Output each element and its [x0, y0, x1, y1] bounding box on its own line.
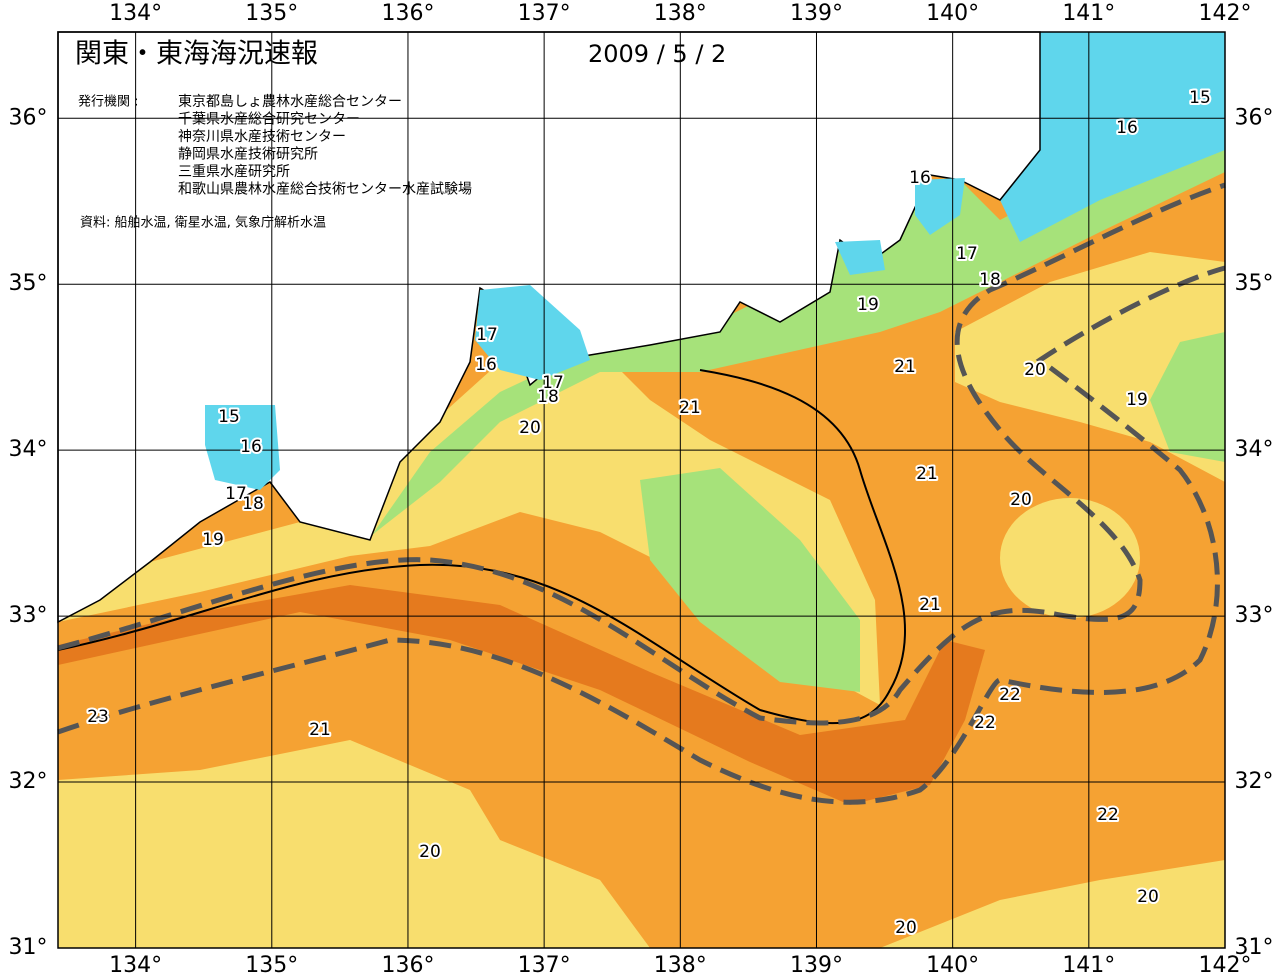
issuer: 神奈川県水産技術センター	[178, 129, 346, 145]
contour-label: 22	[999, 685, 1021, 705]
issuer: 静岡県水産技術研究所	[178, 147, 318, 163]
lat-label: 32°	[9, 769, 48, 794]
contour-label: 17	[225, 484, 247, 504]
lon-label: 142°	[1199, 953, 1252, 978]
contour-label: 22	[1097, 805, 1119, 825]
contour-label: 20	[1024, 360, 1046, 380]
source: 資料: 船舶水温, 衛星水温, 気象庁解析水温	[80, 215, 326, 231]
contour-label: 15	[218, 407, 240, 427]
lon-label: 135°	[245, 1, 298, 26]
contour-label: 16	[240, 437, 262, 457]
lon-label: 142°	[1199, 1, 1252, 26]
bay	[835, 240, 885, 275]
contour-label: 16	[475, 355, 497, 375]
issuer-label: 発行機関 :	[78, 95, 139, 110]
lat-label: 33°	[9, 603, 48, 628]
cool-eddy	[1000, 498, 1140, 618]
lon-label: 134°	[109, 953, 162, 978]
lon-label: 137°	[518, 953, 571, 978]
lat-label: 31°	[9, 935, 48, 960]
lon-label: 138°	[654, 953, 707, 978]
issuer: 和歌山県農林水産総合技術センター水産試験場	[178, 182, 472, 198]
lon-label: 139°	[790, 1, 843, 26]
contour-label: 18	[979, 270, 1001, 290]
cold-water	[1000, 32, 1225, 242]
lat-label: 34°	[9, 437, 48, 462]
cold-water	[640, 468, 860, 692]
contour-label: 21	[894, 357, 916, 377]
cool-water	[58, 350, 880, 705]
cool-water	[955, 252, 1225, 482]
lon-label: 141°	[1062, 953, 1115, 978]
contour-label: 17	[476, 325, 498, 345]
isotherm	[57, 369, 906, 725]
legend-box	[60, 34, 600, 234]
contour-label: 21	[916, 464, 938, 484]
contour-label: 16	[1116, 118, 1138, 138]
contour-label: 19	[1126, 390, 1148, 410]
contour-label: 19	[857, 295, 879, 315]
contour-label: 21	[679, 398, 701, 418]
lon-label: 140°	[926, 953, 979, 978]
contour-label: 20	[1010, 490, 1032, 510]
lat-label: 35°	[9, 271, 48, 296]
lat-label: 35°	[1235, 271, 1274, 296]
lat-label: 34°	[1235, 437, 1274, 462]
contour-label: 20	[419, 842, 441, 862]
kuroshio-path	[57, 265, 1226, 805]
lat-label: 31°	[1235, 935, 1274, 960]
contour-label: 19	[202, 530, 224, 550]
date: 2009 / 5 / 2	[588, 40, 726, 68]
contour-label: 15	[1189, 88, 1211, 108]
kuroshio-core	[58, 585, 985, 805]
contour-label: 20	[895, 918, 917, 938]
lat-label: 36°	[1235, 105, 1274, 130]
contour-label: 18	[242, 494, 264, 514]
contour-label: 21	[919, 595, 941, 615]
issuer: 東京都島しょ農林水産総合センター	[178, 94, 402, 110]
bay	[205, 405, 280, 490]
cold-water	[1150, 332, 1225, 462]
lat-label: 33°	[1235, 603, 1274, 628]
cool-water	[880, 860, 1225, 948]
coastal-water	[372, 150, 1225, 535]
lon-label: 134°	[109, 1, 162, 26]
contour-label: 20	[1137, 887, 1159, 907]
map-area	[57, 31, 1226, 948]
lat-label: 36°	[9, 105, 48, 130]
lon-label: 137°	[518, 1, 571, 26]
lon-label: 140°	[926, 1, 979, 26]
kuroshio-axis	[57, 182, 1226, 726]
lon-label: 138°	[654, 1, 707, 26]
cool-water	[58, 740, 650, 948]
contour-label: 16	[909, 168, 931, 188]
contour-label: 21	[309, 720, 331, 740]
contour-label: 17	[542, 373, 564, 393]
issuer: 三重県水産研究所	[178, 164, 290, 180]
contour-label: 20	[519, 418, 541, 438]
title: 関東・東海海況速報	[75, 39, 318, 70]
lon-label: 135°	[245, 953, 298, 978]
contour-label: 22	[974, 713, 996, 733]
contour-label: 18	[537, 387, 559, 407]
lon-label: 136°	[381, 953, 434, 978]
map-frame	[57, 31, 1226, 949]
lon-label: 136°	[381, 1, 434, 26]
lon-label: 141°	[1062, 1, 1115, 26]
contour-label: 23	[87, 707, 109, 727]
contour-label: 17	[956, 244, 978, 264]
lon-label: 139°	[790, 953, 843, 978]
lat-label: 32°	[1235, 769, 1274, 794]
bay	[475, 285, 590, 380]
issuer: 千葉県水産総合研究センター	[178, 112, 360, 128]
